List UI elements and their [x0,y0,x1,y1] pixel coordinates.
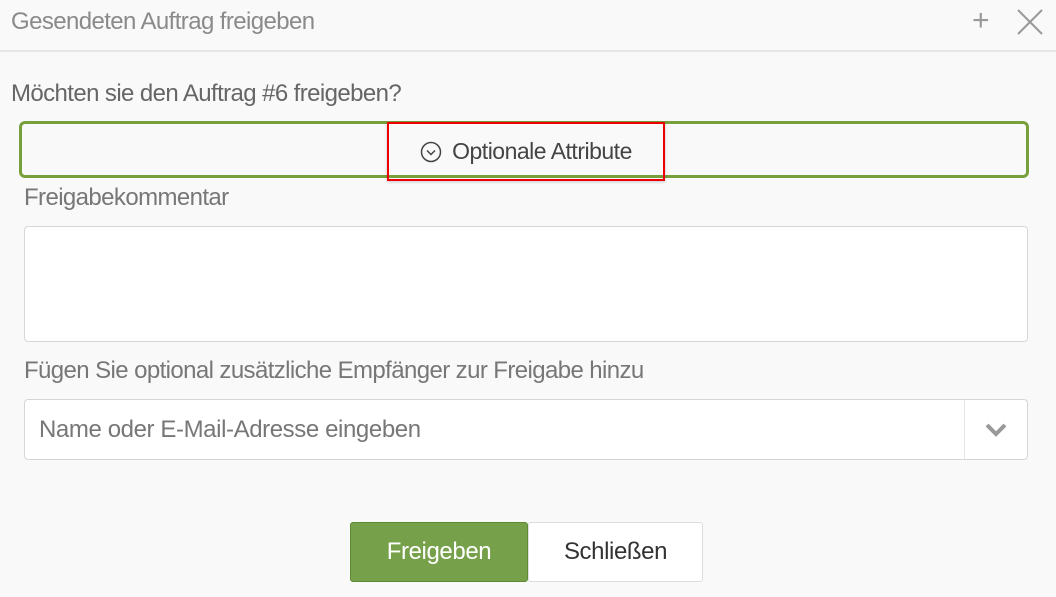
dialog-header [0,0,1056,52]
close-icon[interactable] [1016,8,1044,36]
close-button[interactable]: Schließen [528,522,703,582]
optional-attributes-toggle[interactable]: Optionale Attribute [387,122,665,181]
approve-button[interactable]: Freigeben [350,522,528,582]
comment-textarea[interactable] [24,226,1028,342]
recipients-select[interactable]: Name oder E-Mail-Adresse eingeben [24,399,1028,460]
comment-label: Freigabekommentar [24,184,229,211]
dropdown-toggle[interactable] [964,400,1027,459]
recipients-placeholder: Name oder E-Mail-Adresse eingeben [39,416,421,443]
chevron-circle-down-icon [420,141,442,162]
plus-icon[interactable]: + [972,4,990,37]
dialog-title: Gesendeten Auftrag freigeben [11,8,315,35]
confirm-question: Möchten sie den Auftrag #6 freigeben? [11,80,402,107]
chevron-down-icon [985,423,1007,437]
optional-attributes-label: Optionale Attribute [452,138,632,164]
recipients-label: Fügen Sie optional zusätzliche Empfänger… [24,357,644,384]
